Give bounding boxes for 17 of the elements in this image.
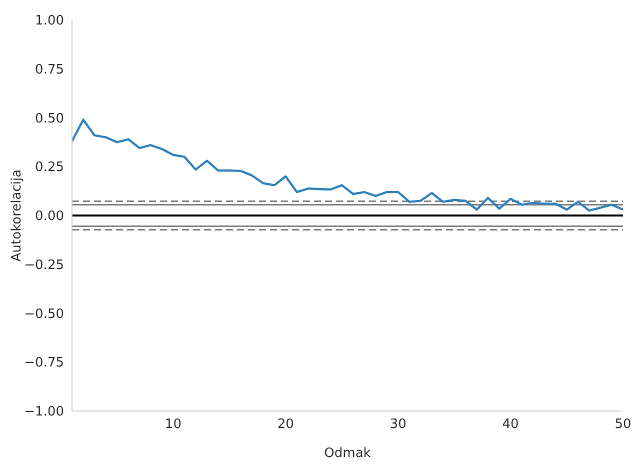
- y-tick-label: −0.25: [24, 258, 64, 273]
- y-tick-label: −0.75: [24, 356, 64, 371]
- x-tick-label: 20: [277, 417, 294, 432]
- y-tick-label: 1.00: [35, 14, 64, 29]
- y-tick-label: 0.75: [35, 62, 64, 78]
- y-tick-label: 0.00: [35, 209, 64, 224]
- y-tick-label: −1.00: [24, 404, 64, 420]
- y-tick-label: 0.50: [35, 111, 64, 126]
- x-tick-label: 30: [390, 417, 406, 432]
- line-series: [72, 118, 623, 212]
- y-tick-label: 0.25: [35, 160, 64, 176]
- x-tick-label: 10: [164, 417, 182, 432]
- y-tick-label: −0.50: [24, 306, 64, 322]
- x-tick-label: 40: [502, 417, 519, 432]
- y-axis-title: Autokorelacija: [10, 169, 25, 262]
- x-tick-label: 50: [614, 417, 632, 432]
- x-axis-title: Odmak: [324, 446, 372, 461]
